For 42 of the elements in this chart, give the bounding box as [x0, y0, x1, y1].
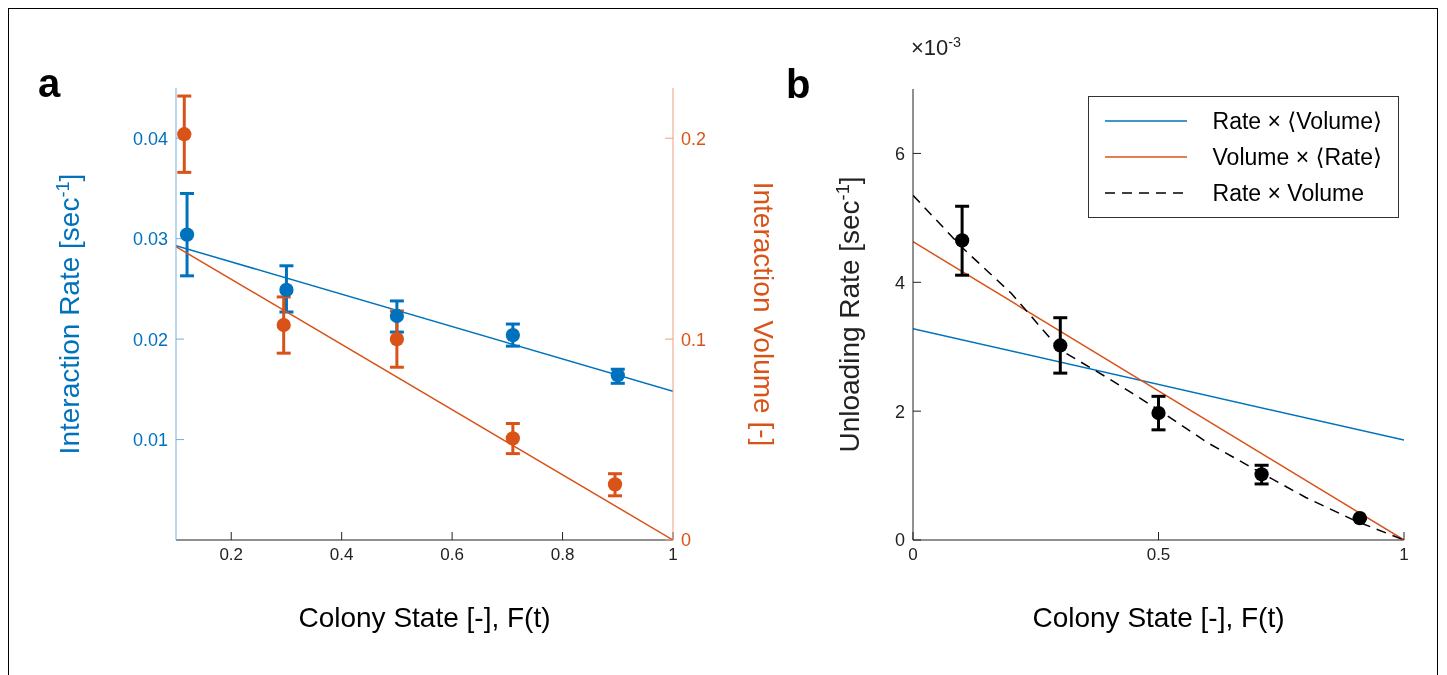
- point: [177, 127, 192, 142]
- text: a: [38, 60, 61, 105]
- legend-label: Rate × ⟨Volume⟩: [1212, 107, 1382, 135]
- x-tick-label: 1: [668, 545, 678, 565]
- point: [279, 282, 294, 298]
- y2-axis-title: Interaction Volume [-]: [747, 181, 779, 447]
- legend-label: Rate × Volume: [1212, 179, 1365, 207]
- y-tick-label: 0.04: [132, 128, 168, 149]
- y2-tick-label: 0: [681, 530, 692, 551]
- point: [276, 317, 291, 333]
- y-tick-label: 6: [894, 143, 905, 164]
- x-tick-label: 0.5: [1146, 545, 1171, 565]
- x-tick-label: 1: [1399, 545, 1409, 565]
- x-tick-label: 0: [908, 545, 918, 565]
- point: [954, 233, 970, 248]
- y-tick-label: 0.02: [132, 329, 168, 350]
- y-tick-label: 2: [894, 401, 905, 422]
- point: [389, 331, 405, 347]
- point: [505, 431, 520, 446]
- point: [389, 308, 405, 324]
- y-tick-label: 0: [894, 530, 905, 551]
- x-axis-title: Colony State [-], F(t): [1032, 602, 1285, 634]
- text: b: [786, 61, 811, 106]
- point: [607, 477, 623, 492]
- point: [179, 227, 195, 242]
- y-tick-label: 0.01: [132, 429, 168, 450]
- y-tick-label: 0.03: [132, 229, 168, 250]
- point: [1254, 467, 1269, 482]
- point: [1352, 510, 1367, 526]
- x-tick-label: 0.6: [440, 545, 464, 565]
- y2-tick-label: 0.1: [681, 329, 707, 350]
- point: [1151, 405, 1166, 421]
- point: [505, 327, 520, 343]
- x-axis-title: Colony State [-], F(t): [298, 602, 551, 634]
- y2-tick-label: 0.2: [681, 128, 707, 149]
- x-tick-label: 0.2: [219, 545, 244, 565]
- x-tick-label: 0.4: [329, 545, 354, 565]
- text: ×10$^{-3}$: [911, 33, 962, 60]
- point: [1053, 338, 1068, 353]
- y-tick-label: 4: [894, 272, 905, 293]
- legend-label: Volume × ⟨Rate⟩: [1212, 143, 1382, 171]
- x-tick-label: 0.8: [550, 545, 575, 565]
